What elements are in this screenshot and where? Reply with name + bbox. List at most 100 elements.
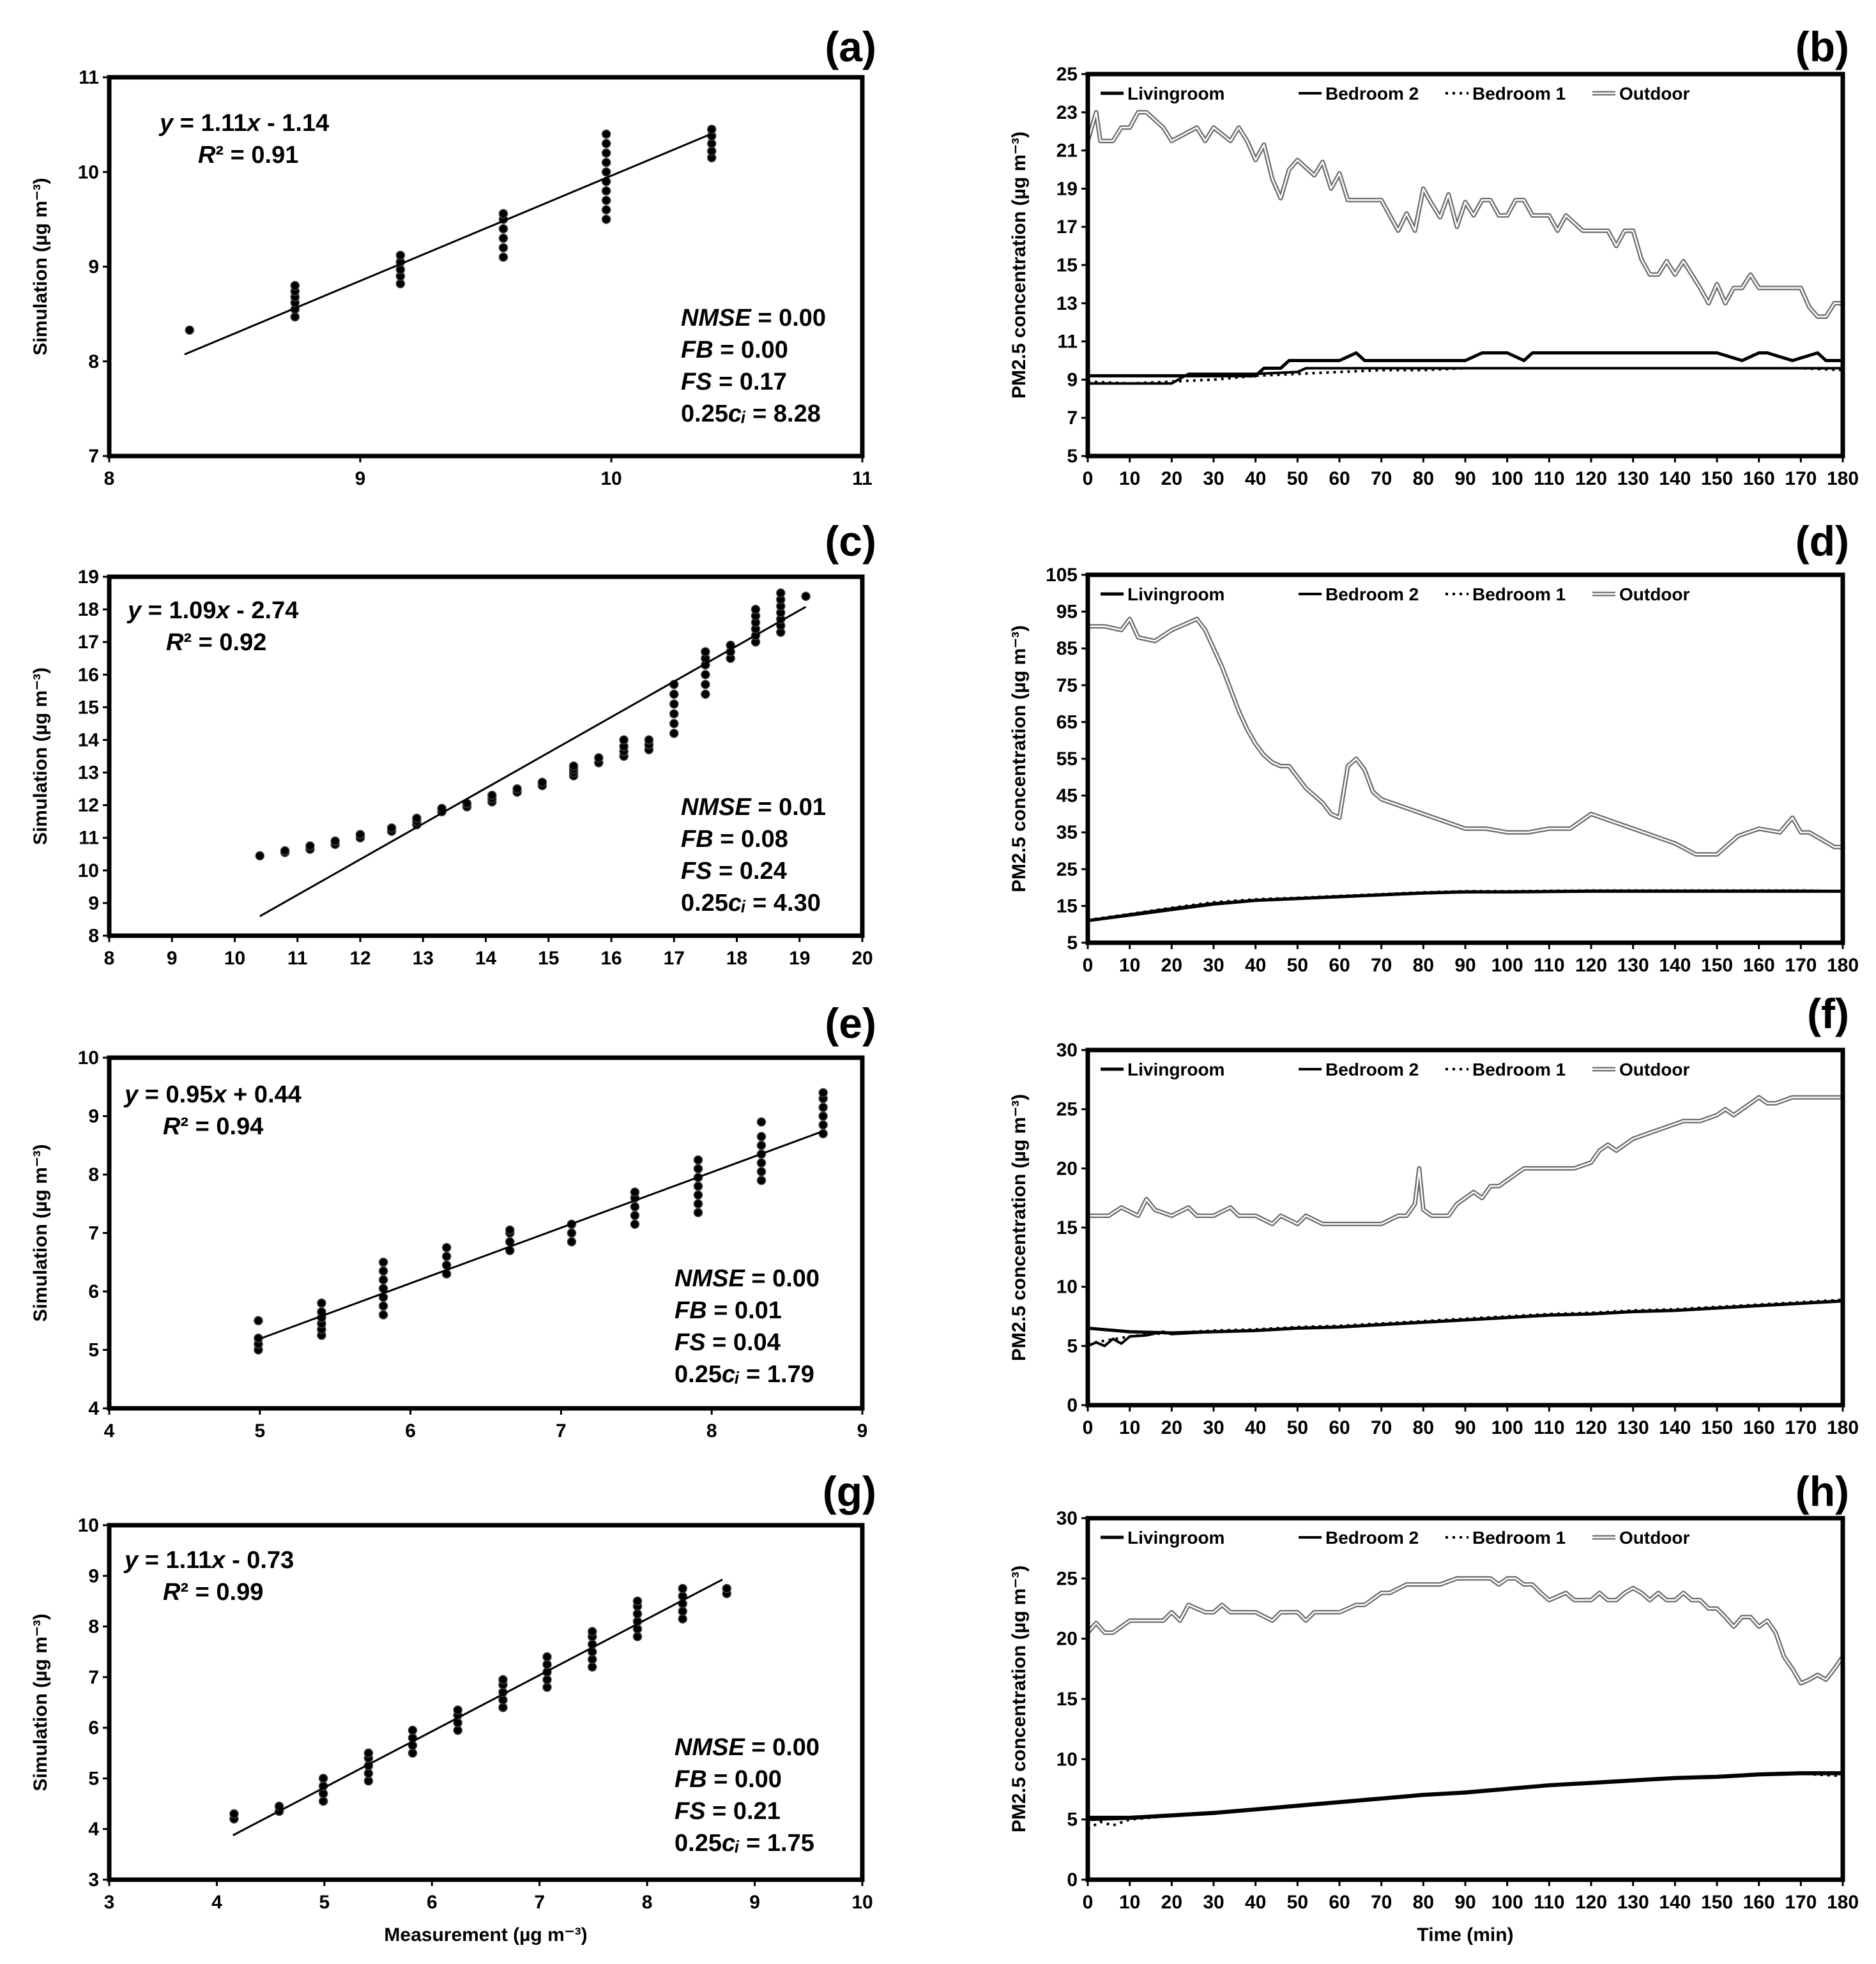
- y-tick-label: 19: [1056, 178, 1078, 199]
- data-point: [693, 1199, 703, 1208]
- y-axis-title: PM2.5 concentration (µg m⁻³): [1009, 1094, 1030, 1361]
- y-tick-label: 8: [88, 351, 99, 372]
- series-line-inner: [1088, 1096, 1843, 1225]
- x-tick-label: 20: [1161, 955, 1182, 976]
- data-point: [378, 1258, 388, 1267]
- x-tick-label: 10: [600, 468, 622, 489]
- x-tick-label: 10: [851, 1892, 873, 1913]
- statistic-label: FS = 0.04: [675, 1329, 781, 1356]
- data-point: [363, 1769, 374, 1778]
- data-point: [630, 1187, 640, 1197]
- x-axis-title: Measurement (µg m⁻³): [384, 1924, 587, 1945]
- legend-label: Livingroom: [1127, 1060, 1224, 1079]
- data-point: [512, 784, 522, 794]
- x-tick-label: 170: [1785, 1892, 1817, 1913]
- plot-frame: [107, 1055, 865, 1411]
- series-line-inner: [1087, 111, 1843, 317]
- x-tick-label: 150: [1701, 955, 1733, 976]
- scatter-points: [254, 1088, 828, 1355]
- y-tick-label: 10: [78, 1515, 99, 1536]
- regression-equation: y = 1.09x - 2.74: [126, 597, 298, 624]
- data-point: [693, 1182, 703, 1191]
- data-point: [254, 1316, 263, 1325]
- panel-label: (d): [1796, 517, 1849, 565]
- series-bedroom-1: [1087, 889, 1843, 922]
- y-tick-label: 11: [79, 828, 99, 849]
- x-tick-label: 7: [534, 1892, 545, 1913]
- statistic-label: FB = 0.00: [681, 337, 788, 363]
- y-tick-label: 12: [78, 795, 99, 816]
- series-line: [1087, 1299, 1843, 1335]
- y-tick-label: 23: [1056, 102, 1078, 123]
- y-tick-label: 30: [1056, 1508, 1078, 1529]
- x-tick-label: 10: [1119, 468, 1140, 489]
- y-axis-title: Simulation (µg m⁻³): [30, 1144, 51, 1321]
- x-tick-label: 11: [852, 468, 873, 489]
- panel-label: (f): [1807, 990, 1849, 1037]
- y-tick-label: 8: [88, 1164, 99, 1185]
- y-tick-label: 20: [1056, 1629, 1078, 1650]
- data-point: [601, 139, 611, 149]
- y-tick-label: 10: [78, 860, 99, 881]
- data-point: [601, 167, 611, 177]
- data-point: [408, 1748, 418, 1758]
- y-tick-label: 105: [1046, 565, 1078, 586]
- data-point: [290, 280, 300, 291]
- data-point: [751, 604, 761, 614]
- x-tick-label: 20: [1161, 1892, 1182, 1913]
- x-tick-label: 11: [287, 948, 308, 969]
- plot-frame: [1085, 72, 1845, 459]
- series-line: [1087, 889, 1843, 922]
- statistic-label: NMSE = 0.00: [675, 1734, 820, 1761]
- y-tick-label: 17: [1056, 217, 1078, 238]
- plot-frame: [1085, 572, 1845, 945]
- y-tick-label: 7: [1067, 407, 1078, 429]
- y-tick-label: 5: [1067, 1336, 1078, 1357]
- plot-frame: [1085, 1047, 1845, 1408]
- x-tick-label: 110: [1534, 468, 1564, 489]
- data-point: [801, 591, 811, 601]
- statistic-label: 0.25cᵢ = 1.79: [675, 1361, 814, 1388]
- regression-line: [259, 605, 807, 917]
- x-tick-label: 130: [1617, 1417, 1649, 1438]
- statistic-label: NMSE = 0.00: [675, 1265, 820, 1292]
- y-axis-title: Simulation (µg m⁻³): [30, 667, 51, 845]
- data-point: [542, 1675, 552, 1685]
- x-tick-label: 90: [1454, 955, 1476, 976]
- x-tick-label: 6: [427, 1892, 438, 1913]
- data-point: [363, 1776, 374, 1786]
- x-tick-label: 150: [1701, 1417, 1733, 1438]
- series-livingroom: [1088, 351, 1843, 377]
- data-point: [453, 1705, 462, 1715]
- y-tick-label: 14: [78, 729, 100, 750]
- legend: Livingroom Bedroom 2 Bedroom 1 Outdoor: [1101, 584, 1690, 604]
- statistic-label: FB = 0.00: [675, 1766, 782, 1793]
- data-point: [568, 761, 579, 771]
- legend-label: Outdoor: [1619, 1060, 1690, 1079]
- data-point: [706, 146, 717, 156]
- data-point: [185, 325, 195, 335]
- legend: Livingroom Bedroom 2 Bedroom 1 Outdoor: [1101, 1060, 1690, 1079]
- x-tick-label: 10: [224, 948, 245, 969]
- series-line-inner: [1087, 1578, 1844, 1684]
- plot-frame: [107, 1523, 865, 1882]
- series-livingroom: [1087, 1772, 1843, 1822]
- data-point: [378, 1310, 388, 1320]
- data-point: [678, 1606, 687, 1617]
- y-tick-label: 0: [1067, 1869, 1078, 1891]
- y-tick-label: 6: [88, 1717, 99, 1739]
- regression-equation: y = 0.95x + 0.44: [123, 1081, 301, 1108]
- plot-frame: [107, 574, 865, 938]
- legend-label: Bedroom 1: [1472, 1528, 1566, 1548]
- data-point: [587, 1662, 597, 1672]
- statistic-label: 0.25cᵢ = 1.75: [675, 1830, 814, 1857]
- data-point: [318, 1788, 328, 1799]
- x-tick-label: 60: [1329, 1892, 1350, 1913]
- x-tick-label: 40: [1245, 468, 1266, 489]
- x-tick-label: 30: [1203, 955, 1224, 976]
- data-point: [542, 1652, 552, 1662]
- x-tick-label: 120: [1575, 1892, 1607, 1913]
- y-tick-label: 13: [78, 763, 99, 784]
- statistic-label: FS = 0.17: [681, 369, 787, 395]
